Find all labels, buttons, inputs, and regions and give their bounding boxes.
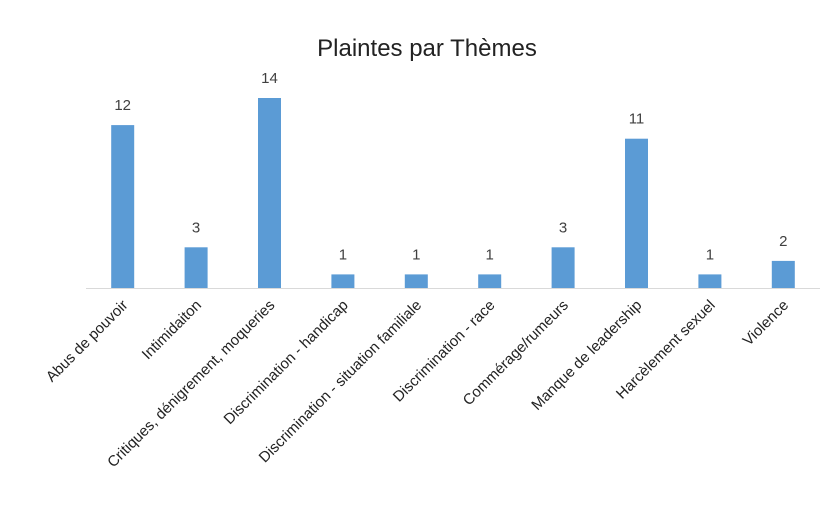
data-label: 2	[779, 233, 787, 250]
bar	[698, 274, 722, 288]
bar	[258, 98, 281, 288]
bar	[551, 247, 575, 288]
data-label: 12	[114, 97, 131, 114]
x-tick-label: Discrimination - handicap	[221, 297, 352, 428]
bar	[478, 274, 502, 288]
x-tick-label: Intimidaiton	[139, 297, 205, 363]
x-tick-label: Discrimination - situation familiale	[256, 297, 425, 466]
data-label: 1	[706, 246, 714, 263]
data-label: 3	[192, 219, 200, 236]
bar	[111, 125, 135, 288]
x-tick-label: Violence	[740, 297, 793, 350]
chart-title: Plaintes par Thèmes	[317, 35, 537, 62]
bars-group	[111, 98, 795, 288]
bar	[625, 138, 648, 288]
bar	[184, 247, 208, 288]
bar	[404, 274, 428, 288]
bar	[331, 274, 355, 288]
data-label: 3	[559, 219, 567, 236]
data-label: 1	[486, 246, 494, 263]
data-label: 1	[412, 246, 420, 263]
data-label: 1	[339, 246, 347, 263]
data-label: 11	[629, 111, 645, 128]
x-tick-label: Abus de pouvoir	[43, 297, 132, 386]
data-label: 14	[261, 70, 278, 87]
bar	[771, 260, 795, 288]
